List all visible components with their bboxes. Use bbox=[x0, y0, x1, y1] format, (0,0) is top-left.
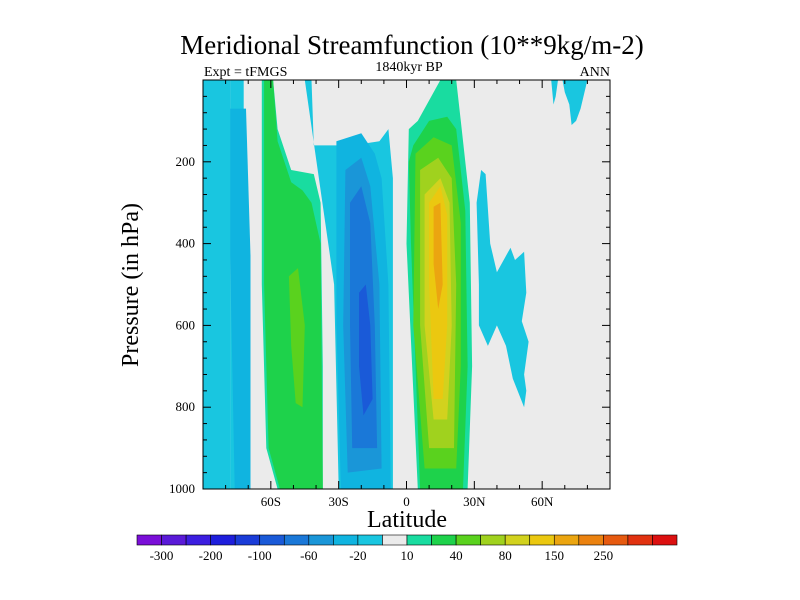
colorbar-swatch bbox=[333, 534, 359, 546]
colorbar-label: -100 bbox=[248, 548, 272, 563]
x-tick-label: 0 bbox=[403, 494, 410, 509]
chart-title: Meridional Streamfunction (10**9kg/m-2) bbox=[180, 30, 643, 60]
colorbar-swatch bbox=[283, 534, 310, 546]
colorbar-swatch bbox=[652, 534, 678, 546]
colorbar-label: 150 bbox=[545, 548, 565, 563]
colorbar-label: -20 bbox=[349, 548, 366, 563]
colorbar-swatch bbox=[480, 534, 506, 546]
colorbar-swatch bbox=[161, 534, 187, 546]
y-axis-label: Pressure (in hPa) bbox=[118, 203, 144, 367]
colorbar-label: 10 bbox=[401, 548, 414, 563]
contour-region-18 bbox=[433, 202, 443, 309]
x-axis-label: Latitude bbox=[367, 507, 447, 533]
colorbar-swatch bbox=[553, 534, 580, 546]
x-tick-label: 30S bbox=[329, 494, 349, 509]
colorbar-swatch bbox=[455, 534, 481, 546]
colorbar-swatch bbox=[603, 534, 629, 546]
contour-region-19 bbox=[476, 170, 529, 408]
colorbar-label: -200 bbox=[199, 548, 223, 563]
colorbar-swatch bbox=[504, 534, 531, 546]
experiment-label: Expt = tFMGS bbox=[204, 65, 287, 80]
colorbar-swatch bbox=[234, 534, 261, 546]
y-tick-label: 800 bbox=[176, 399, 196, 414]
y-tick-label: 600 bbox=[176, 317, 196, 332]
colorbar-swatch bbox=[431, 534, 457, 546]
x-tick-label: 60N bbox=[531, 494, 554, 509]
colorbar-swatch bbox=[308, 534, 334, 546]
colorbar-swatch bbox=[382, 534, 408, 546]
colorbar-swatch bbox=[210, 534, 236, 546]
colorbar-label: 80 bbox=[499, 548, 512, 563]
contour-region-2 bbox=[230, 108, 251, 489]
contour-region-6 bbox=[203, 80, 231, 489]
colorbar-label: -60 bbox=[300, 548, 317, 563]
colorbar-swatch bbox=[529, 534, 555, 546]
contour-region-21 bbox=[562, 80, 588, 125]
colorbar-label: 40 bbox=[450, 548, 463, 563]
contour-region-11 bbox=[359, 284, 373, 416]
colorbar-label: 250 bbox=[594, 548, 614, 563]
x-tick-label: 30N bbox=[463, 494, 486, 509]
colorbar-swatch bbox=[185, 534, 211, 546]
colorbar-swatch bbox=[578, 534, 604, 546]
colorbar-swatch bbox=[627, 534, 653, 546]
y-tick-label: 400 bbox=[176, 236, 196, 251]
colorbar-swatch bbox=[259, 534, 285, 546]
period-label: 1840kyr BP bbox=[375, 60, 443, 75]
y-tick-label: 1000 bbox=[169, 481, 195, 496]
colorbar-swatch bbox=[406, 534, 432, 546]
contour-field bbox=[203, 80, 588, 489]
x-tick-label: 60S bbox=[261, 494, 281, 509]
colorbar-swatch bbox=[357, 534, 383, 546]
colorbar-label: -300 bbox=[150, 548, 174, 563]
contour-region-5 bbox=[288, 268, 305, 408]
colorbar: -300 -200 -100 -60 -20 10 40 80 150 250 bbox=[136, 534, 678, 563]
axes: 60S 30S 0 30N 60N 200 400 600 800 1000 bbox=[169, 80, 610, 509]
season-label: ANN bbox=[580, 65, 610, 80]
contour-region-20 bbox=[551, 80, 558, 105]
colorbar-swatch bbox=[136, 534, 162, 546]
y-tick-label: 200 bbox=[176, 154, 196, 169]
